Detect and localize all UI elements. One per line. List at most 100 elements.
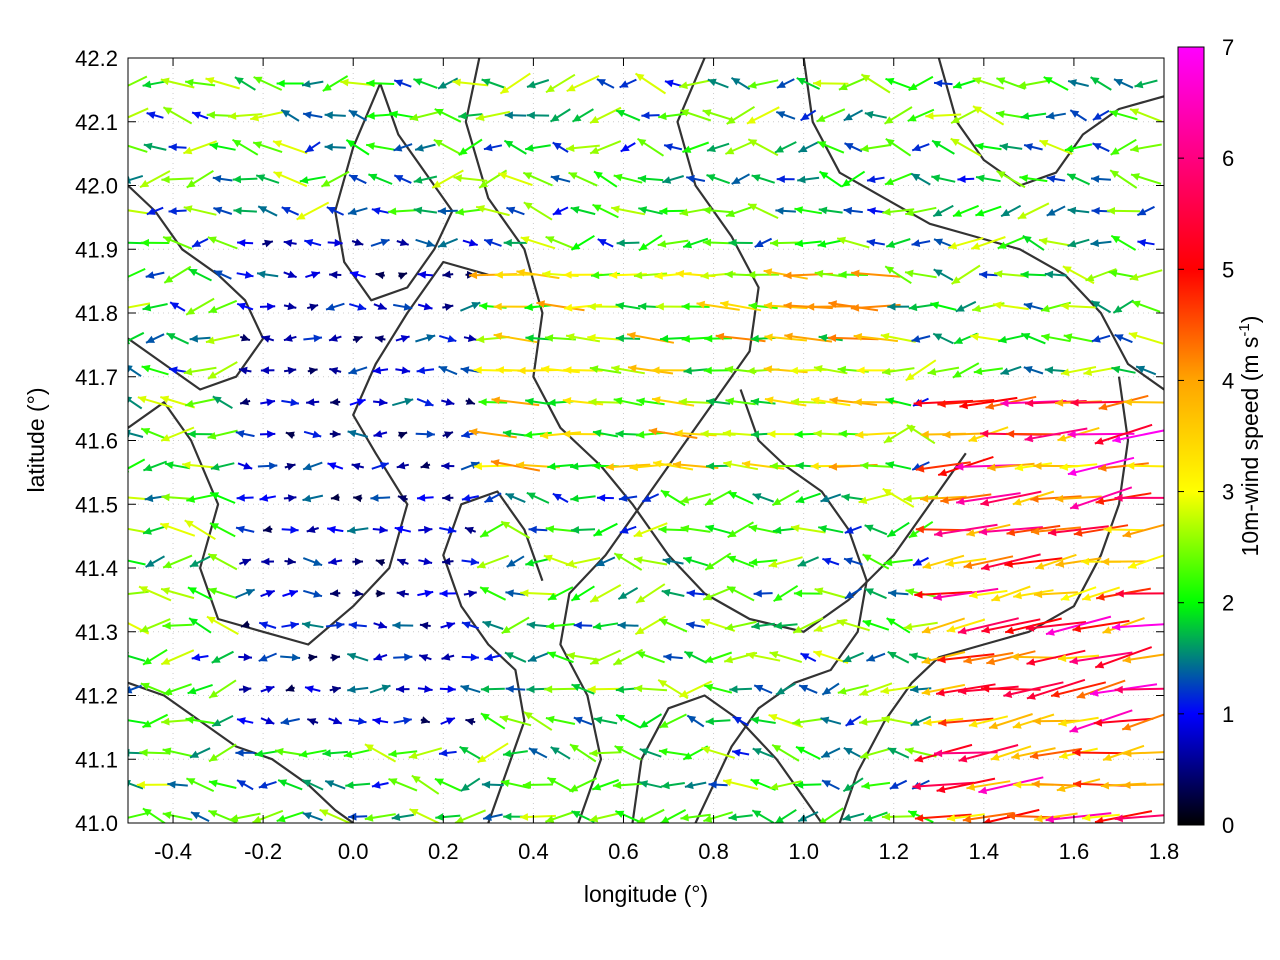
wind-vector-head — [794, 430, 803, 439]
wind-vector-head — [683, 240, 693, 249]
wind-vector-head — [389, 110, 398, 119]
wind-vector — [614, 810, 641, 823]
wind-vector-head — [829, 396, 838, 405]
wind-vector-head — [927, 367, 937, 376]
wind-vector-head — [142, 720, 152, 728]
wind-vector-head — [1070, 110, 1080, 118]
wind-vector-head — [955, 304, 965, 312]
wind-vector-head — [921, 626, 931, 634]
wind-vector-shaft — [1004, 557, 1063, 566]
wind-vector — [145, 333, 165, 344]
wind-vector — [1059, 463, 1098, 471]
wind-vector-head — [243, 462, 253, 470]
wind-vector — [128, 458, 146, 473]
wind-vector-head — [639, 242, 648, 251]
wind-vector-head — [637, 816, 646, 823]
wind-vector — [366, 79, 395, 88]
wind-vector-head — [724, 655, 734, 664]
wind-vector-head — [799, 684, 809, 693]
wind-vector-head — [611, 365, 620, 373]
wind-vector — [546, 776, 574, 793]
wind-vector-head — [353, 335, 363, 344]
wind-vector-head — [770, 239, 779, 247]
wind-vector-shaft — [128, 209, 150, 215]
wind-vector-head — [478, 398, 487, 406]
wind-vector-shaft — [128, 302, 151, 309]
wind-vector — [280, 653, 301, 662]
wind-vector-head — [908, 82, 918, 91]
wind-vector-head — [168, 207, 177, 215]
wind-vector-head — [257, 270, 266, 279]
wind-vector-head — [813, 650, 823, 658]
wind-vector-head — [1123, 398, 1132, 406]
wind-vector-head — [1095, 497, 1105, 505]
wind-vector-head — [547, 398, 556, 407]
wind-vector — [1092, 109, 1110, 121]
y-tick-label: 42.1 — [75, 110, 118, 135]
wind-vector-head — [170, 302, 180, 310]
wind-vector — [1101, 557, 1146, 566]
wind-vector — [730, 77, 751, 90]
wind-vector — [922, 554, 965, 570]
wind-vector — [662, 557, 684, 565]
wind-vector — [408, 747, 443, 760]
wind-vector — [702, 206, 734, 215]
wind-vector — [864, 524, 888, 536]
wind-vector-head — [1122, 655, 1132, 664]
wind-vector-head — [168, 143, 177, 152]
wind-vector-head — [936, 688, 945, 697]
colorbar-tick-label: 1 — [1222, 702, 1234, 727]
wind-vector-head — [468, 271, 478, 280]
wind-vector-head — [468, 239, 478, 247]
wind-vector — [1050, 681, 1107, 698]
wind-vector — [774, 808, 797, 823]
wind-vector — [800, 109, 817, 122]
wind-vector-head — [166, 333, 176, 341]
wind-vector — [371, 462, 390, 470]
wind-vector — [618, 494, 638, 502]
wind-vector-head — [908, 303, 918, 312]
wind-vector-head — [1024, 143, 1033, 151]
wind-vector — [1128, 331, 1164, 345]
wind-vector-head — [433, 139, 443, 147]
wind-vector — [437, 77, 459, 90]
wind-vector-head — [633, 529, 643, 537]
wind-vector — [409, 110, 442, 122]
wind-vector-head — [526, 492, 536, 500]
wind-vector-head — [142, 808, 152, 817]
wind-vector-head — [161, 587, 170, 595]
wind-vector-head — [906, 425, 916, 433]
wind-vector-head — [281, 207, 291, 215]
wind-vector-head — [330, 493, 340, 502]
wind-vector — [768, 713, 804, 729]
wind-vector — [680, 524, 711, 533]
wind-vector-head — [948, 241, 958, 250]
wind-vector-head — [1103, 753, 1112, 761]
wind-vector — [933, 587, 999, 601]
wind-vector-head — [813, 365, 823, 373]
wind-vector-head — [142, 303, 152, 312]
wind-vector — [596, 78, 615, 89]
wind-vector-head — [313, 334, 322, 343]
wind-vector — [459, 745, 482, 760]
wind-vector-head — [655, 302, 664, 311]
wind-vector-shaft — [827, 336, 879, 341]
wind-vector-head — [993, 301, 1002, 310]
wind-vector-head — [1112, 435, 1122, 444]
wind-vector — [546, 622, 575, 630]
wind-vector-head — [163, 560, 172, 569]
wind-vector — [931, 174, 956, 183]
wind-vector — [442, 431, 454, 439]
wind-vector-head — [837, 365, 846, 374]
wind-vector — [686, 589, 705, 598]
wind-vector — [277, 779, 303, 791]
wind-vector-head — [1069, 725, 1079, 733]
wind-vector-head — [776, 687, 785, 695]
wind-vector-head — [903, 494, 912, 503]
wind-vector-head — [424, 525, 433, 534]
wind-vector-head — [587, 685, 596, 694]
wind-vector-head — [845, 718, 855, 726]
wind-vector-head — [288, 589, 298, 598]
wind-vector-head — [934, 749, 943, 758]
x-tick-label: 0.6 — [608, 839, 639, 864]
